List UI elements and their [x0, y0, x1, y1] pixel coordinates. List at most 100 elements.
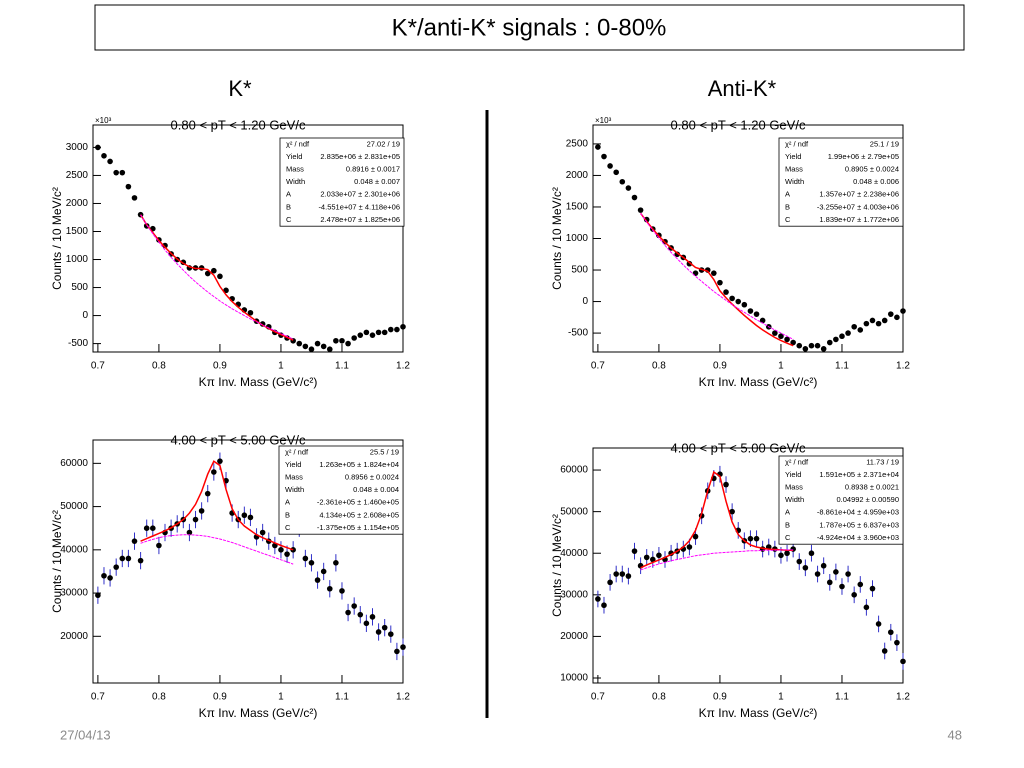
- x-axis-label: Kπ Inv. Mass (GeV/c²): [199, 706, 318, 720]
- y-tick-label: 20000: [560, 631, 588, 642]
- data-point: [125, 555, 132, 562]
- data-point: [595, 596, 601, 602]
- data-point: [375, 329, 382, 336]
- stats-label: Yield: [785, 470, 801, 479]
- slide-number: 48: [948, 727, 962, 742]
- data-point: [808, 342, 815, 349]
- data-point: [308, 559, 315, 566]
- stats-value: 1.591e+05 ± 2.371e+04: [819, 470, 899, 479]
- data-point: [753, 535, 760, 542]
- y-axis-label: Counts / 10 MeV/c²: [550, 514, 564, 617]
- data-point: [656, 552, 662, 559]
- x-tick-label: 1.1: [835, 692, 849, 703]
- data-point: [601, 153, 607, 160]
- data-point: [369, 332, 376, 338]
- stats-label: Mass: [286, 164, 304, 173]
- data-point: [820, 346, 827, 352]
- x-tick-label: 1.1: [335, 692, 349, 703]
- stats-label: Yield: [285, 460, 301, 469]
- data-point: [101, 153, 107, 159]
- data-point: [833, 336, 839, 343]
- data-point: [302, 343, 309, 350]
- data-point: [692, 533, 699, 540]
- stats-value: -8.861e+04 ± 4.959e+03: [817, 508, 899, 517]
- x-axis-label: Kπ Inv. Mass (GeV/c²): [699, 375, 818, 389]
- data-point: [826, 579, 833, 586]
- stats-label: Width: [285, 485, 304, 494]
- data-point: [394, 648, 400, 655]
- stats-value: 2.478e+07 ± 1.825e+06: [320, 215, 400, 224]
- data-point: [894, 639, 900, 646]
- y-tick-label: 1500: [66, 226, 89, 237]
- data-point: [802, 346, 809, 352]
- fit-curve: [140, 534, 294, 565]
- y-tick-label: 1500: [566, 202, 589, 213]
- data-point: [351, 603, 357, 609]
- x-tick-label: 0.7: [91, 692, 105, 703]
- stats-value: 0.8938 ± 0.0021: [845, 482, 899, 491]
- x-tick-label: 1.1: [835, 361, 849, 372]
- data-point: [394, 326, 400, 333]
- title-box: [94, 4, 965, 51]
- data-point: [198, 508, 205, 514]
- y-tick-label: 0: [82, 310, 88, 321]
- stats-label: Width: [785, 177, 804, 186]
- data-point: [156, 542, 162, 549]
- fit-curve: [140, 460, 294, 551]
- x-tick-label: 0.9: [213, 361, 227, 372]
- data-point: [162, 242, 168, 249]
- column-heading: K*: [228, 76, 252, 101]
- fit-curve: [140, 214, 294, 340]
- y-tick-label: 20000: [60, 631, 88, 642]
- x-tick-label: 0.9: [713, 361, 727, 372]
- y-multiplier: ×10³: [595, 116, 612, 125]
- data-point: [875, 320, 882, 327]
- data-point: [723, 481, 729, 488]
- data-point: [314, 577, 321, 583]
- data-point: [845, 330, 851, 336]
- data-point: [802, 564, 809, 571]
- data-point: [204, 270, 211, 277]
- y-tick-label: 60000: [560, 465, 588, 476]
- y-tick-label: 3000: [66, 142, 89, 153]
- data-point: [381, 624, 388, 631]
- data-point: [381, 329, 388, 336]
- data-point: [747, 535, 754, 542]
- data-point: [869, 317, 876, 324]
- data-point: [857, 327, 864, 333]
- data-point: [308, 346, 315, 352]
- data-point: [345, 340, 351, 347]
- x-tick-label: 1.2: [896, 692, 910, 703]
- data-point: [107, 575, 113, 581]
- data-point: [326, 585, 333, 592]
- data-point: [796, 558, 803, 565]
- x-tick-label: 0.7: [91, 361, 105, 372]
- data-point: [339, 588, 345, 594]
- data-point: [784, 550, 790, 557]
- y-tick-label: -500: [568, 328, 588, 339]
- stats-label: Yield: [286, 152, 302, 161]
- y-tick-label: 500: [71, 282, 88, 293]
- y-tick-label: 2000: [566, 170, 589, 181]
- data-point: [204, 490, 211, 497]
- data-point: [259, 529, 266, 536]
- data-point: [814, 342, 821, 349]
- data-point: [101, 572, 107, 579]
- stats-value: -1.375e+05 ± 1.154e+05: [317, 523, 399, 532]
- stats-label: C: [785, 533, 791, 542]
- stats-label: χ² / ndf: [785, 457, 809, 466]
- stats-label: C: [286, 215, 292, 224]
- data-point: [808, 550, 815, 557]
- stats-label: Mass: [285, 472, 303, 481]
- fit-curve: [640, 549, 794, 571]
- stats-value: 0.048 ± 0.007: [354, 177, 400, 186]
- data-point: [613, 169, 619, 176]
- data-point: [150, 525, 156, 532]
- data-point: [900, 308, 906, 314]
- data-point: [814, 571, 821, 577]
- stats-value: 0.04992 ± 0.00590: [836, 495, 899, 504]
- data-point: [845, 571, 851, 577]
- data-point: [607, 579, 613, 586]
- data-point: [686, 544, 693, 550]
- data-point: [887, 311, 894, 317]
